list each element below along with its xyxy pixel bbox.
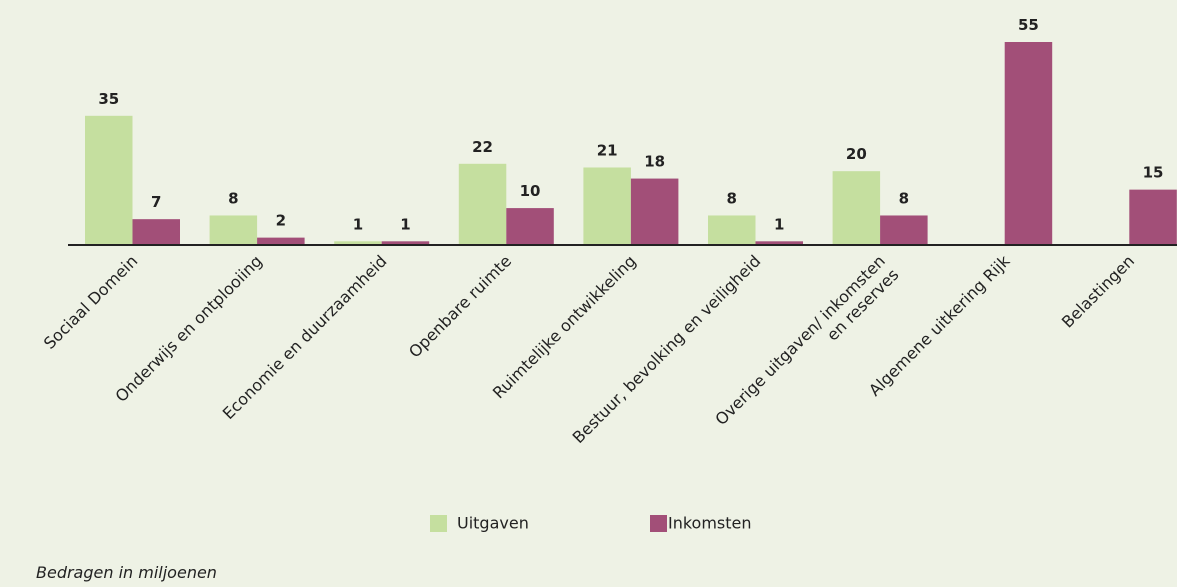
value-label: 1 (400, 215, 410, 233)
legend-swatch (430, 515, 447, 532)
value-label: 18 (644, 153, 665, 171)
bar (132, 219, 180, 245)
note: Bedragen in miljoenen (36, 563, 217, 582)
bar (583, 167, 631, 245)
value-label: 7 (151, 193, 161, 211)
x-tick-label: Belastingen (1058, 251, 1138, 331)
bar (708, 215, 756, 245)
value-label: 21 (597, 141, 618, 159)
legend-label: Inkomsten (668, 514, 752, 533)
value-label: 10 (520, 182, 541, 200)
value-label: 1 (353, 215, 363, 233)
x-tick-label: Sociaal Domein (40, 251, 141, 352)
legend-swatch (650, 515, 667, 532)
x-tick-label: Openbare ruimte (405, 251, 515, 361)
bar (85, 115, 133, 246)
value-label: 8 (228, 189, 238, 207)
bar (381, 241, 430, 245)
bar (506, 208, 554, 245)
value-label: 22 (472, 138, 493, 156)
legend-label: Uitgaven (457, 514, 529, 533)
bar (630, 178, 679, 245)
bar (880, 215, 928, 245)
value-label: 35 (98, 90, 119, 108)
bar (334, 241, 382, 245)
x-tick-label: Ruimtelijke ontwikkeling (489, 251, 640, 402)
bar (1129, 189, 1177, 245)
x-tick-label: Onderwijs en ontplooiing (112, 251, 266, 405)
bar (209, 215, 258, 245)
value-label: 20 (846, 145, 867, 163)
value-label: 2 (276, 212, 286, 230)
bar (832, 171, 881, 245)
bar (458, 163, 507, 245)
value-label: 55 (1018, 16, 1039, 34)
bar (257, 237, 305, 245)
bar (755, 241, 803, 245)
value-label: 8 (727, 189, 737, 207)
value-label: 8 (899, 189, 909, 207)
bar (1004, 42, 1053, 245)
value-label: 1 (774, 215, 784, 233)
value-label: 15 (1143, 164, 1164, 182)
